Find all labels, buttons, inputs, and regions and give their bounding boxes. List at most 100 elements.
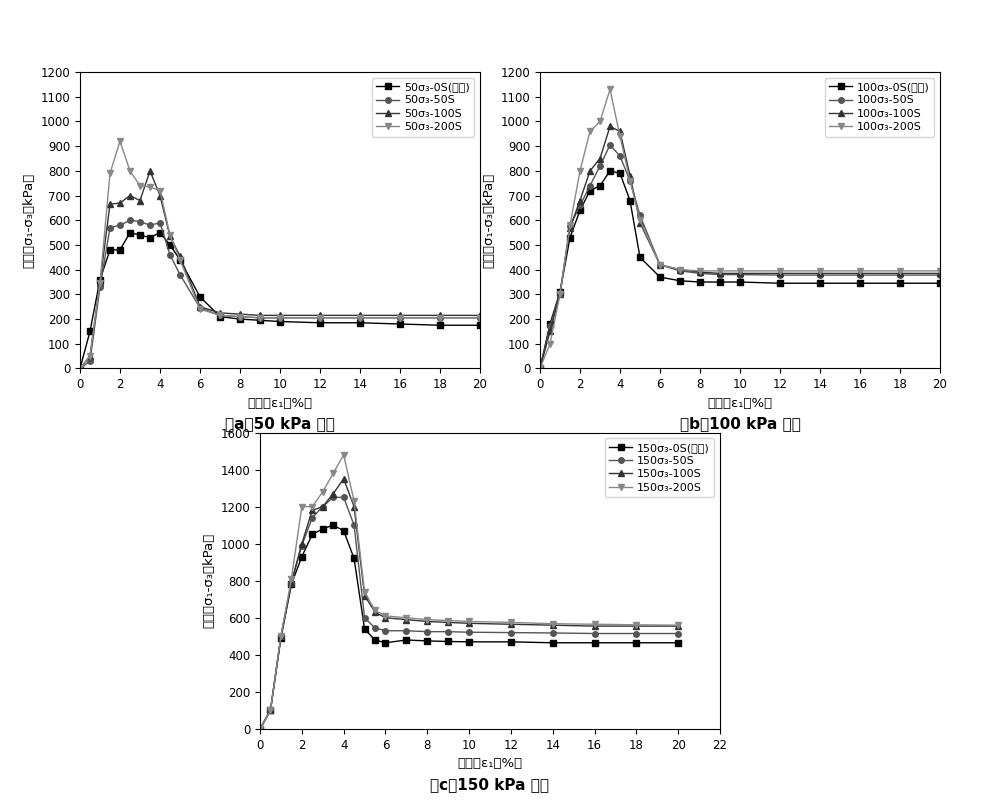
50σ₃-0S(饱和) — [194, 292, 206, 302]
50σ₃-50S — [474, 313, 486, 323]
100σ₃-0S(饱和) — [634, 252, 646, 262]
150σ₃-0S(饱和) — [348, 553, 360, 563]
100σ₃-200S — [564, 220, 576, 230]
150σ₃-50S — [463, 627, 475, 637]
50σ₃-0S(饱和) — [134, 231, 146, 240]
50σ₃-200S — [114, 136, 126, 146]
50σ₃-200S — [474, 313, 486, 323]
50σ₃-50S — [94, 282, 106, 292]
100σ₃-200S — [694, 266, 706, 276]
100σ₃-100S — [614, 127, 626, 136]
Line: 50σ₃-0S(饱和): 50σ₃-0S(饱和) — [77, 230, 483, 371]
50σ₃-0S(饱和) — [394, 319, 406, 328]
150σ₃-50S — [296, 541, 308, 550]
Legend: 50σ₃-0S(饱和), 50σ₃-50S, 50σ₃-100S, 50σ₃-200S: 50σ₃-0S(饱和), 50σ₃-50S, 50σ₃-100S, 50σ₃-2… — [372, 78, 474, 136]
100σ₃-100S — [674, 265, 686, 275]
50σ₃-200S — [354, 313, 366, 323]
150σ₃-200S — [442, 616, 454, 626]
50σ₃-200S — [274, 313, 286, 323]
50σ₃-100S — [434, 311, 446, 320]
100σ₃-200S — [814, 266, 826, 276]
100σ₃-100S — [584, 166, 596, 175]
50σ₃-100S — [274, 311, 286, 320]
50σ₃-100S — [214, 308, 226, 318]
50σ₃-50S — [74, 364, 86, 373]
100σ₃-200S — [894, 266, 906, 276]
150σ₃-200S — [306, 501, 318, 512]
Legend: 100σ₃-0S(饱和), 100σ₃-50S, 100σ₃-100S, 100σ₃-200S: 100σ₃-0S(饱和), 100σ₃-50S, 100σ₃-100S, 100… — [825, 78, 934, 136]
50σ₃-0S(饱和) — [354, 318, 366, 328]
100σ₃-50S — [814, 270, 826, 280]
50σ₃-100S — [134, 195, 146, 205]
Line: 100σ₃-200S: 100σ₃-200S — [537, 87, 943, 371]
150σ₃-200S — [338, 450, 350, 460]
150σ₃-200S — [254, 724, 266, 734]
100σ₃-50S — [854, 270, 866, 280]
X-axis label: 轴应变ε₁（%）: 轴应变ε₁（%） — [247, 396, 313, 410]
150σ₃-200S — [275, 631, 287, 641]
50σ₃-100S — [354, 311, 366, 320]
Line: 100σ₃-50S: 100σ₃-50S — [537, 142, 943, 371]
150σ₃-0S(饱和) — [547, 638, 559, 647]
150σ₃-200S — [379, 611, 391, 621]
50σ₃-100S — [474, 311, 486, 320]
100σ₃-0S(饱和) — [614, 168, 626, 178]
150σ₃-0S(饱和) — [285, 580, 297, 590]
150σ₃-200S — [547, 619, 559, 629]
50σ₃-50S — [104, 223, 116, 232]
100σ₃-200S — [734, 266, 746, 276]
100σ₃-200S — [554, 290, 566, 300]
50σ₃-200S — [104, 168, 116, 178]
150σ₃-50S — [421, 627, 433, 637]
100σ₃-200S — [574, 166, 586, 175]
50σ₃-0S(饱和) — [84, 327, 96, 336]
100σ₃-200S — [634, 215, 646, 225]
150σ₃-0S(饱和) — [442, 637, 454, 646]
150σ₃-0S(饱和) — [672, 638, 684, 647]
100σ₃-100S — [814, 268, 826, 278]
100σ₃-0S(饱和) — [814, 279, 826, 288]
150σ₃-50S — [264, 706, 276, 715]
50σ₃-100S — [254, 311, 266, 320]
50σ₃-50S — [214, 311, 226, 320]
150σ₃-100S — [421, 617, 433, 626]
50σ₃-50S — [234, 312, 246, 321]
50σ₃-200S — [174, 255, 186, 264]
150σ₃-0S(饱和) — [421, 636, 433, 646]
50σ₃-200S — [394, 313, 406, 323]
100σ₃-50S — [534, 364, 546, 373]
100σ₃-0S(饱和) — [554, 287, 566, 296]
50σ₃-100S — [194, 302, 206, 312]
Text: （b）100 kPa 围压: （b）100 kPa 围压 — [680, 417, 800, 432]
50σ₃-200S — [314, 313, 326, 323]
50σ₃-0S(饱和) — [94, 275, 106, 284]
150σ₃-50S — [400, 626, 412, 635]
100σ₃-200S — [714, 266, 726, 276]
100σ₃-0S(饱和) — [574, 206, 586, 215]
100σ₃-100S — [854, 268, 866, 278]
150σ₃-100S — [338, 474, 350, 484]
150σ₃-100S — [369, 607, 381, 617]
50σ₃-50S — [124, 215, 136, 225]
150σ₃-200S — [463, 617, 475, 626]
50σ₃-0S(饱和) — [214, 312, 226, 321]
50σ₃-0S(饱和) — [144, 233, 156, 243]
100σ₃-100S — [634, 218, 646, 227]
150σ₃-100S — [442, 618, 454, 627]
150σ₃-0S(饱和) — [254, 724, 266, 734]
100σ₃-0S(饱和) — [674, 276, 686, 286]
150σ₃-0S(饱和) — [306, 529, 318, 539]
50σ₃-100S — [74, 364, 86, 373]
150σ₃-50S — [369, 623, 381, 633]
50σ₃-200S — [134, 181, 146, 191]
100σ₃-100S — [654, 260, 666, 269]
150σ₃-50S — [505, 628, 517, 638]
150σ₃-100S — [327, 489, 339, 498]
100σ₃-50S — [634, 211, 646, 220]
100σ₃-200S — [584, 127, 596, 136]
50σ₃-50S — [434, 313, 446, 323]
50σ₃-0S(饱和) — [124, 227, 136, 237]
100σ₃-50S — [614, 151, 626, 161]
150σ₃-100S — [306, 505, 318, 515]
150σ₃-0S(饱和) — [327, 521, 339, 530]
